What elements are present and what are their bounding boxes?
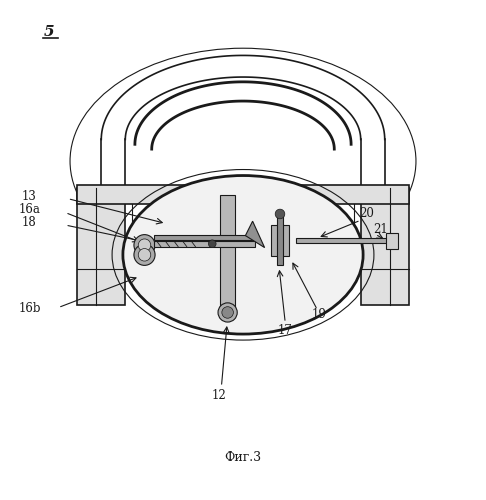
Text: 19: 19: [311, 308, 326, 321]
Text: 18: 18: [22, 216, 37, 229]
Bar: [361, 188, 409, 306]
Text: 5: 5: [44, 25, 54, 39]
Text: 16b: 16b: [18, 302, 41, 316]
Polygon shape: [245, 221, 264, 248]
Text: Фиг.3: Фиг.3: [225, 452, 261, 464]
Circle shape: [138, 248, 151, 261]
Text: 12: 12: [212, 389, 226, 402]
Text: 16a: 16a: [18, 202, 40, 215]
Ellipse shape: [123, 176, 363, 334]
Text: 21: 21: [374, 223, 388, 236]
Bar: [296, 238, 387, 244]
Text: 13: 13: [22, 190, 37, 202]
Circle shape: [275, 209, 285, 219]
Circle shape: [218, 303, 237, 322]
Bar: [154, 235, 255, 240]
Bar: [154, 241, 255, 246]
Bar: [277, 215, 283, 266]
Bar: [77, 185, 409, 204]
Bar: [386, 232, 398, 248]
Text: 17: 17: [278, 324, 293, 337]
Circle shape: [208, 240, 216, 248]
Circle shape: [138, 239, 151, 252]
Text: 20: 20: [359, 208, 374, 220]
Circle shape: [134, 244, 155, 266]
Bar: [221, 194, 235, 310]
Bar: [271, 224, 289, 256]
Bar: [77, 188, 125, 306]
Circle shape: [222, 306, 233, 318]
Circle shape: [134, 234, 155, 256]
